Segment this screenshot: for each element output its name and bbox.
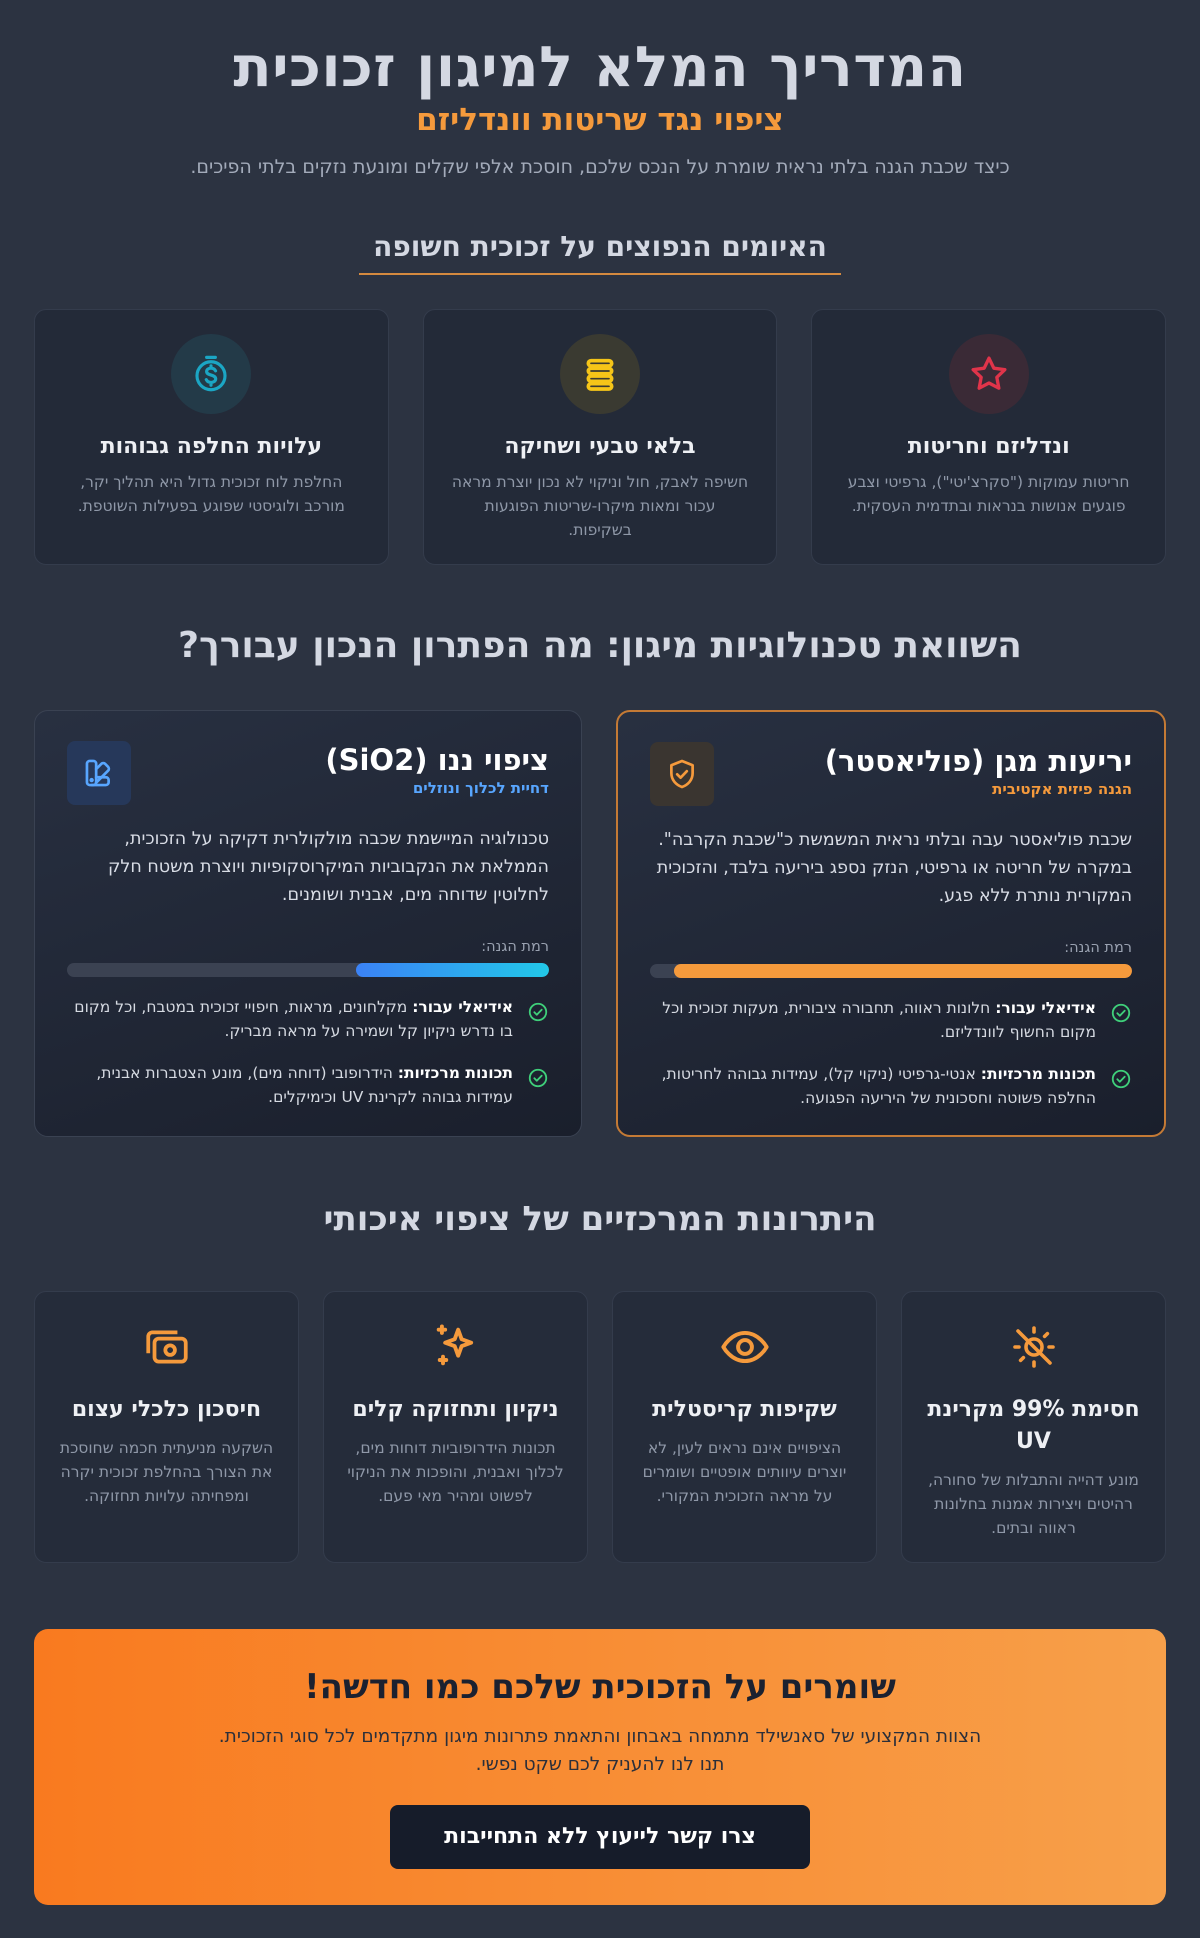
solution-card-nano: ציפוי ננו (SiO2) דחיית לכלוך ונוזלים טכנ… <box>34 710 582 1137</box>
cta-text: הצוות המקצועי של סאנשילד מתמחה באבחון וה… <box>218 1726 982 1775</box>
feature-label: אידיאלי עבור: <box>412 998 513 1016</box>
page-intro: כיצד שכבת הגנה בלתי נראית שומרת על הנכס … <box>190 156 1010 178</box>
solution-title: ציפוי ננו (SiO2) <box>325 743 549 777</box>
solution-header: ציפוי ננו (SiO2) דחיית לכלוך ונוזלים <box>67 741 549 805</box>
feature-label: אידיאלי עבור: <box>995 999 1096 1017</box>
advantage-title: ניקיון ותחזוקה קלים <box>352 1397 559 1422</box>
threat-title: בלאי טבעי ושחיקה <box>504 434 696 459</box>
advantage-text: הציפויים אינם נראים לעין, לא יוצרים עיוו… <box>642 1439 847 1505</box>
solution-header: יריעות מגן (פוליאסטר) הגנה פיזית אקטיבית <box>650 742 1132 806</box>
feature-ideal-for: אידיאלי עבור: חלונות ראווה, תחבורה ציבור… <box>650 996 1132 1044</box>
compare-section-title: השוואת טכנולוגיות מיגון: מה הפתרון הנכון… <box>178 625 1022 666</box>
solution-subtitle: דחיית לכלוך ונוזלים <box>412 779 549 797</box>
solution-description: שכבת פוליאסטר עבה ובלתי נראית המשמשת כ"ש… <box>656 830 1132 906</box>
feature-label: תכונות מרכזיות: <box>980 1065 1096 1083</box>
sparkles-icon <box>346 1322 565 1372</box>
feature-text: הידרופובי (דוחה מים), מונע הצטברות אבנית… <box>96 1064 513 1106</box>
protection-bar <box>650 964 1132 978</box>
feature-key-properties: תכונות מרכזיות: הידרופובי (דוחה מים), מו… <box>67 1061 549 1109</box>
threat-text: חריטות עמוקות ("סקרצ'יטי"), גרפיטי וצבע … <box>847 473 1130 515</box>
threats-section-title: האיומים הנפוצים על זכוכית חשופה <box>34 230 1166 275</box>
check-circle-icon <box>528 1002 548 1022</box>
threat-title: עלויות החלפה גבוהות <box>100 434 323 459</box>
advantage-card-uv: חסימת 99% מקרינת UV מונע דהייה והתבלות ש… <box>901 1291 1166 1563</box>
feature-text: מקלחונים, מראות, חיפויי זכוכית במטבח, וכ… <box>74 998 513 1040</box>
advantage-text: השקעה מניעתית חכמה שחוסכת את הצורך בהחלפ… <box>59 1439 274 1505</box>
advantages-grid: חסימת 99% מקרינת UV מונע דהייה והתבלות ש… <box>34 1291 1166 1563</box>
page-title: המדריך המלא למיגון זכוכית <box>233 35 967 100</box>
protection-label: רמת הגנה: <box>1064 940 1132 956</box>
advantage-text: מונע דהייה והתבלות של סחורה, רהיטים ויצי… <box>928 1471 1139 1537</box>
protection-bar <box>67 963 549 977</box>
feature-key-properties: תכונות מרכזיות: אנטי-גרפיטי (ניקוי קל), … <box>650 1062 1132 1110</box>
advantages-section-title: היתרונות המרכזיים של ציפוי איכותי <box>323 1199 877 1239</box>
threat-title: ונדליזם וחריטות <box>907 434 1070 459</box>
advantage-title: חיסכון כלכלי עצום <box>71 1397 262 1422</box>
eye-icon <box>635 1322 854 1372</box>
protection-bar-fill <box>674 964 1132 978</box>
cta-banner: שומרים על הזכוכית שלכם כמו חדשה! הצוות ה… <box>34 1629 1166 1905</box>
advantage-card-savings: חיסכון כלכלי עצום השקעה מניעתית חכמה שחו… <box>34 1291 299 1563</box>
threat-card-wear: בלאי טבעי ושחיקה חשיפה לאבק, חול וניקוי … <box>422 309 778 565</box>
solution-subtitle: הגנה פיזית אקטיבית <box>992 780 1132 798</box>
advantage-title: שקיפות קריסטלית <box>652 1397 837 1422</box>
palette-icon <box>67 741 131 805</box>
advantage-text: תכונות הידרופוביות דוחות מים, לכלוך ואבנ… <box>347 1439 564 1505</box>
check-circle-icon <box>528 1068 548 1088</box>
dollar-icon <box>171 334 252 414</box>
advantage-card-cleaning: ניקיון ותחזוקה קלים תכונות הידרופוביות ד… <box>323 1291 588 1563</box>
page-header: המדריך המלא למיגון זכוכית ציפוי נגד שריט… <box>34 0 1166 180</box>
check-circle-icon <box>1111 1069 1131 1089</box>
solutions-grid: יריעות מגן (פוליאסטר) הגנה פיזית אקטיבית… <box>34 710 1166 1137</box>
check-circle-icon <box>1111 1003 1131 1023</box>
solution-description: טכנולוגיה המיישמת שכבה מולקולרית דקיקה ע… <box>108 829 549 905</box>
money-icon <box>57 1322 276 1372</box>
feature-text: חלונות ראווה, תחבורה ציבורית, מעקות זכוכ… <box>662 999 1096 1041</box>
protection-bar-fill <box>356 963 549 977</box>
solution-card-film: יריעות מגן (פוליאסטר) הגנה פיזית אקטיבית… <box>616 710 1166 1137</box>
layers-icon <box>560 334 640 414</box>
threat-card-vandalism: ונדליזם וחריטות חריטות עמוקות ("סקרצ'יטי… <box>811 309 1166 565</box>
page-subtitle: ציפוי נגד שריטות וונדליזם <box>416 102 784 138</box>
threats-grid: ונדליזם וחריטות חריטות עמוקות ("סקרצ'יטי… <box>33 309 1166 565</box>
cta-title: שומרים על הזכוכית שלכם כמו חדשה! <box>304 1667 896 1707</box>
feature-text: אנטי-גרפיטי (ניקוי קל), עמידות גבוהה לחר… <box>661 1065 1096 1107</box>
sun-off-icon <box>924 1322 1143 1372</box>
solution-title: יריעות מגן (פוליאסטר) <box>824 744 1132 778</box>
threat-text: החלפת לוח זכוכית גדול היא תהליך יקר, מור… <box>77 473 345 515</box>
threat-card-costs: עלויות החלפה גבוהות החלפת לוח זכוכית גדו… <box>33 309 389 565</box>
contact-button[interactable]: צרו קשר לייעוץ ללא התחייבות <box>390 1805 810 1869</box>
threat-text: חשיפה לאבק, חול וניקוי לא נכון יוצרת מרא… <box>451 473 749 539</box>
feature-label: תכונות מרכזיות: <box>397 1064 513 1082</box>
advantage-title: חסימת 99% מקרינת UV <box>927 1397 1140 1454</box>
star-icon <box>948 334 1029 414</box>
shield-check-icon <box>650 742 714 806</box>
protection-label: רמת הגנה: <box>481 939 549 955</box>
advantage-card-clarity: שקיפות קריסטלית הציפויים אינם נראים לעין… <box>612 1291 877 1563</box>
feature-ideal-for: אידיאלי עבור: מקלחונים, מראות, חיפויי זכ… <box>67 995 549 1043</box>
